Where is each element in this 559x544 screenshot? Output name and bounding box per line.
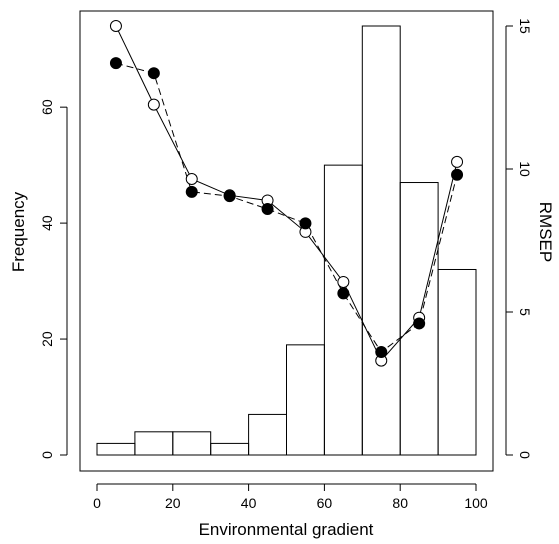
histogram-bar bbox=[172, 431, 212, 456]
filled-circle-point bbox=[375, 346, 388, 359]
x-tick-label: 60 bbox=[317, 495, 333, 511]
histogram-bar bbox=[210, 442, 250, 456]
series-line-2 bbox=[115, 62, 458, 353]
x-tick-label: 100 bbox=[464, 495, 488, 511]
y-axis-left: 0 20 40 60 bbox=[39, 99, 68, 459]
histogram-bar bbox=[96, 442, 136, 456]
y-right-tick-label: 15 bbox=[517, 18, 533, 34]
y-tick-label: 0 bbox=[39, 451, 55, 459]
filled-circle-point bbox=[261, 203, 274, 216]
x-axis: 0 20 40 60 80 100 bbox=[93, 483, 488, 511]
filled-circle-point bbox=[185, 185, 198, 198]
open-circle-point bbox=[147, 98, 160, 111]
histogram-bar bbox=[437, 268, 477, 456]
filled-circle-point bbox=[451, 168, 464, 181]
x-tick-label: 40 bbox=[241, 495, 257, 511]
histogram-bars bbox=[96, 25, 477, 456]
filled-circle-point bbox=[299, 217, 312, 230]
open-circle-point bbox=[185, 173, 198, 186]
plot-frame bbox=[79, 10, 494, 472]
y-axis-right: 0 5 10 15 bbox=[505, 18, 533, 459]
open-circle-point bbox=[109, 20, 122, 32]
x-tick-label: 0 bbox=[93, 495, 101, 511]
histogram-bar bbox=[248, 413, 288, 456]
series-points bbox=[109, 20, 464, 367]
y-tick-label: 40 bbox=[39, 215, 55, 231]
filled-circle-point bbox=[109, 57, 122, 70]
histogram-bar bbox=[361, 25, 401, 456]
filled-circle-point bbox=[223, 190, 236, 203]
filled-circle-point bbox=[413, 317, 426, 330]
y-axis-right-title: RMSEP bbox=[536, 202, 555, 262]
y-right-tick-label: 0 bbox=[517, 451, 533, 459]
series-lines bbox=[115, 25, 458, 362]
y-right-tick-label: 10 bbox=[517, 161, 533, 177]
x-tick-label: 20 bbox=[165, 495, 181, 511]
filled-circle-point bbox=[147, 67, 160, 80]
open-circle-point bbox=[451, 155, 464, 168]
series-line-1 bbox=[115, 25, 458, 362]
filled-circle-point bbox=[337, 287, 350, 300]
y-axis-title: Frequency bbox=[9, 191, 28, 272]
y-tick-label: 60 bbox=[39, 99, 55, 115]
x-axis-title: Environmental gradient bbox=[199, 520, 374, 539]
x-tick-label: 80 bbox=[392, 495, 408, 511]
y-right-tick-label: 5 bbox=[517, 308, 533, 316]
y-tick-label: 20 bbox=[39, 331, 55, 347]
open-circle-point bbox=[337, 275, 350, 288]
histogram-bar bbox=[134, 431, 174, 456]
histogram-bar bbox=[286, 344, 325, 456]
